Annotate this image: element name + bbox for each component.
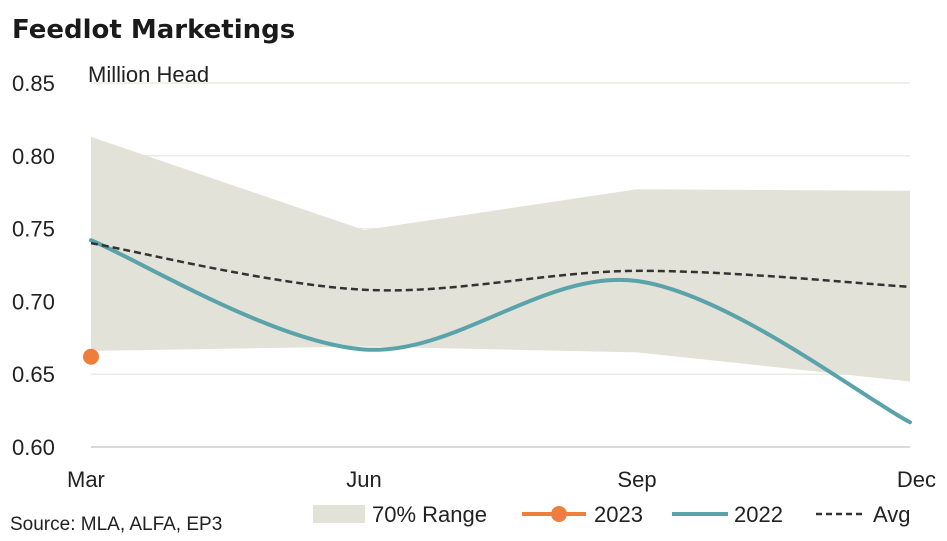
legend: 70% Range 2023 2022 Avg (313, 502, 911, 527)
series-avg-line (90, 241, 911, 292)
legend-2023-marker (551, 506, 567, 522)
y-tick-label: 0.70 (12, 289, 55, 314)
x-tick-label: Jun (346, 467, 381, 492)
source-note: Source: MLA, ALFA, EP3 (10, 514, 222, 535)
y-tick-label: 0.65 (12, 362, 55, 387)
range-band (91, 136, 910, 382)
x-tick-label: Mar (67, 467, 105, 492)
x-tick-label: Dec (897, 467, 936, 492)
legend-range-label: 70% Range (372, 502, 487, 527)
series-2023-point (83, 348, 99, 365)
chart-title: Feedlot Marketings (12, 15, 295, 45)
legend-2022-label: 2022 (734, 502, 783, 527)
x-tick-label: Sep (617, 467, 656, 492)
series-2022-line (89, 238, 912, 425)
y-tick-label: 0.60 (12, 435, 55, 460)
y-tick-label: 0.75 (12, 217, 55, 242)
legend-avg-label: Avg (873, 502, 911, 527)
legend-2023-label: 2023 (594, 502, 643, 527)
y-tick-label: 0.80 (12, 144, 55, 169)
y-tick-label: 0.85 (12, 71, 55, 96)
legend-range-swatch (313, 505, 365, 523)
